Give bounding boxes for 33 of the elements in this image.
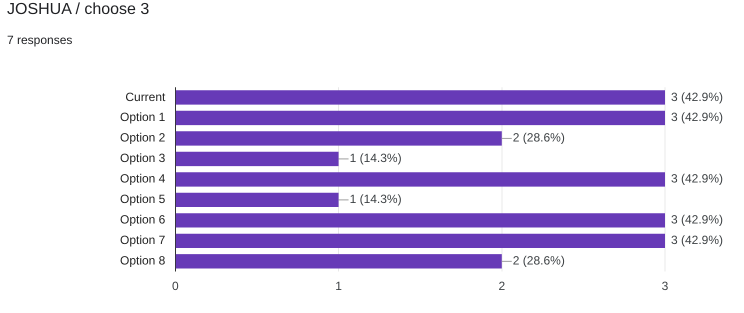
bar	[176, 131, 502, 146]
x-tick-label: 2	[498, 279, 506, 294]
y-tick-label: Option 4	[120, 172, 166, 186]
y-tick-label: Option 6	[120, 212, 166, 227]
data-label: 2 (28.6%)	[512, 254, 565, 268]
bar	[176, 234, 665, 248]
chart-title: JOSHUA / choose 3	[7, 1, 150, 19]
x-tick-label: 3	[662, 279, 669, 294]
y-tick-label: Option 5	[120, 192, 166, 206]
bar	[176, 254, 502, 269]
y-tick-label: Option 1	[120, 110, 166, 124]
y-tick-label: Option 2	[120, 130, 166, 145]
x-tick-label: 1	[335, 279, 342, 294]
y-tick-label: Option 3	[120, 151, 166, 166]
y-tick-label: Option 7	[120, 233, 166, 248]
data-label: 1 (14.3%)	[350, 192, 402, 206]
bar	[176, 152, 339, 166]
y-tick-label: Option 8	[120, 254, 166, 268]
bar	[176, 213, 665, 228]
data-label: 3 (42.9%)	[671, 212, 724, 227]
data-label: 3 (42.9%)	[671, 110, 724, 124]
x-tick-label: 0	[172, 279, 180, 294]
data-label: 1 (14.3%)	[350, 151, 402, 166]
data-label: 3 (42.9%)	[671, 172, 724, 186]
bar	[176, 172, 665, 187]
y-tick-label: Current	[125, 90, 166, 104]
bar	[176, 110, 665, 126]
bar	[176, 192, 339, 208]
text: 7 responses	[7, 33, 72, 47]
data-label: 3 (42.9%)	[671, 233, 724, 248]
data-label: 2 (28.6%)	[512, 130, 565, 145]
data-label: 3 (42.9%)	[671, 90, 724, 104]
bar	[176, 90, 665, 105]
